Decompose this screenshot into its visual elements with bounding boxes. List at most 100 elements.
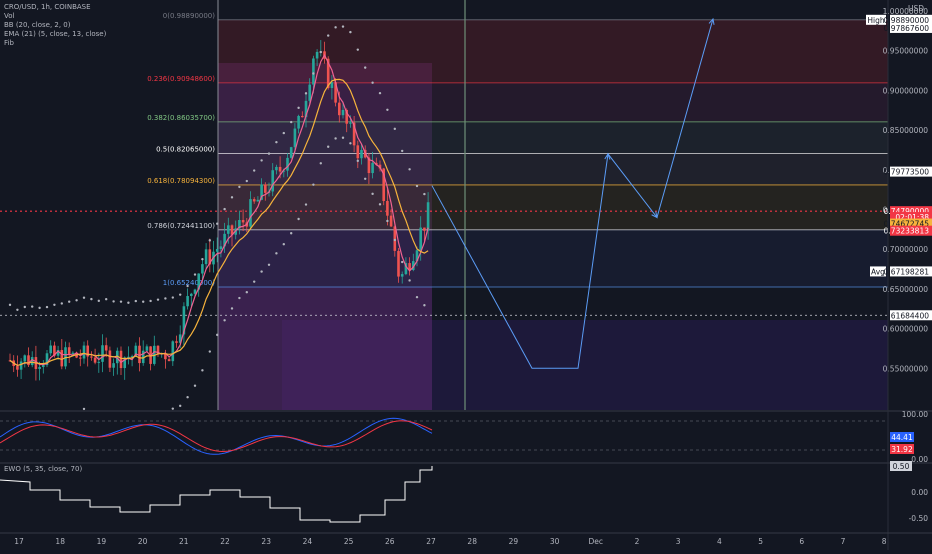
candle-body bbox=[197, 273, 200, 290]
candle-body bbox=[260, 184, 263, 200]
candle-body bbox=[112, 363, 115, 368]
candle-body bbox=[178, 334, 182, 343]
candle-body bbox=[271, 170, 274, 192]
candle-body bbox=[23, 355, 27, 362]
bb-lower-dot bbox=[253, 280, 256, 283]
time-axis-tick: 8 bbox=[882, 537, 887, 546]
time-axis-tick: 2 bbox=[635, 537, 640, 546]
time-axis-tick: 19 bbox=[97, 537, 107, 546]
bb-lower-dot bbox=[423, 304, 426, 307]
candle-body bbox=[419, 227, 422, 251]
bb-upper-dot bbox=[23, 305, 26, 309]
bb-lower-dot bbox=[230, 307, 234, 310]
candle-body bbox=[82, 345, 86, 359]
bb-upper-dot bbox=[356, 48, 359, 51]
indicator-legend-ema[interactable]: EMA (21) (5, close, 13, close) bbox=[4, 30, 107, 38]
time-axis-tick: 4 bbox=[717, 537, 722, 546]
price-axis-tick: 0.60000000 bbox=[883, 325, 929, 334]
time-axis-tick: 29 bbox=[509, 537, 519, 546]
ema-slow-line bbox=[9, 78, 429, 367]
osc1-tag: 44.41 bbox=[891, 433, 913, 442]
bb-upper-dot bbox=[319, 50, 322, 54]
candle-body bbox=[356, 145, 360, 159]
price-tag-label-bg bbox=[866, 14, 886, 25]
osc1-d-line bbox=[0, 420, 433, 453]
currency-label: USD bbox=[907, 4, 924, 13]
bb-lower-dot bbox=[216, 333, 219, 337]
candle-body bbox=[156, 345, 160, 354]
bb-lower-dot bbox=[179, 404, 182, 408]
indicator-legend-fib[interactable]: Fib bbox=[4, 39, 14, 47]
bb-upper-dot bbox=[386, 108, 389, 112]
candle-body bbox=[345, 109, 348, 124]
bb-upper-dot bbox=[171, 296, 174, 299]
candle-body bbox=[138, 345, 141, 364]
bb-lower-dot bbox=[312, 183, 315, 186]
price-axis-tick: 0.90000000 bbox=[883, 86, 929, 95]
bb-upper-dot bbox=[290, 120, 293, 124]
price-tag: 0.98890000 bbox=[884, 16, 930, 25]
time-axis-tick: 6 bbox=[799, 537, 804, 546]
price-axis-tick: 0.65000000 bbox=[883, 285, 929, 294]
candle-body bbox=[256, 199, 260, 202]
bb-upper-dot bbox=[97, 299, 101, 303]
bb-upper-dot bbox=[112, 300, 115, 303]
bb-lower-dot bbox=[364, 177, 367, 180]
bb-lower-dot bbox=[290, 232, 293, 235]
bb-upper-dot bbox=[245, 179, 248, 183]
bb-upper-dot bbox=[423, 192, 426, 196]
candle-body bbox=[190, 293, 193, 297]
indicator-legend-vol[interactable]: Vol bbox=[4, 12, 15, 20]
candle-body bbox=[408, 263, 411, 270]
bb-lower-dot bbox=[171, 407, 174, 410]
fib-band bbox=[218, 153, 888, 185]
candle-body bbox=[127, 356, 130, 358]
bb-upper-dot bbox=[8, 303, 12, 307]
time-axis-tick: Dec bbox=[589, 537, 604, 546]
candle-body bbox=[223, 233, 226, 247]
candle-body bbox=[264, 184, 267, 193]
fib-band bbox=[218, 184, 888, 230]
candle-body bbox=[278, 166, 282, 172]
candle-body bbox=[389, 215, 393, 227]
fib-band bbox=[218, 19, 888, 83]
bb-lower-dot bbox=[378, 203, 382, 206]
bb-upper-dot bbox=[312, 72, 315, 75]
candle-body bbox=[249, 199, 252, 227]
bb-upper-dot bbox=[253, 169, 256, 172]
fib-level-label: 0(0.98890000) bbox=[163, 12, 215, 20]
bb-upper-dot bbox=[238, 185, 241, 189]
osc1-axis-tick: 100.00 bbox=[902, 410, 928, 419]
bb-upper-dot bbox=[119, 300, 123, 303]
bb-upper-dot bbox=[82, 296, 86, 299]
fib-band bbox=[218, 82, 888, 122]
projection-path[interactable] bbox=[431, 18, 714, 369]
price-tag-bg bbox=[890, 266, 932, 277]
osc2-legend[interactable]: EWO (5, 35, close, 70) bbox=[4, 465, 83, 473]
bb-lower-dot bbox=[408, 279, 411, 282]
bb-upper-dot bbox=[105, 298, 108, 301]
bb-upper-dot bbox=[31, 305, 34, 308]
price-tag-bg bbox=[890, 218, 932, 229]
bb-lower-dot bbox=[386, 219, 389, 223]
candle-body bbox=[27, 355, 30, 366]
osc1-tag-bg bbox=[890, 432, 914, 442]
price-tag: 0.74672745 bbox=[884, 220, 930, 229]
candle-body bbox=[42, 365, 45, 367]
bb-upper-dot bbox=[223, 207, 226, 211]
bb-upper-dot bbox=[341, 25, 345, 28]
candle-body bbox=[400, 274, 404, 277]
candle-body bbox=[252, 199, 256, 202]
projection-arrowhead bbox=[651, 211, 658, 219]
price-tag-bg bbox=[890, 22, 932, 33]
bb-upper-dot bbox=[68, 300, 71, 303]
bb-lower-dot bbox=[327, 145, 330, 148]
bb-lower-dot bbox=[223, 319, 226, 322]
candle-body bbox=[412, 261, 415, 270]
indicator-legend-bb[interactable]: BB (20, close, 2, 0) bbox=[4, 21, 71, 29]
time-axis-tick: 25 bbox=[344, 537, 354, 546]
price-axis-tick: 0.70000000 bbox=[883, 245, 929, 254]
